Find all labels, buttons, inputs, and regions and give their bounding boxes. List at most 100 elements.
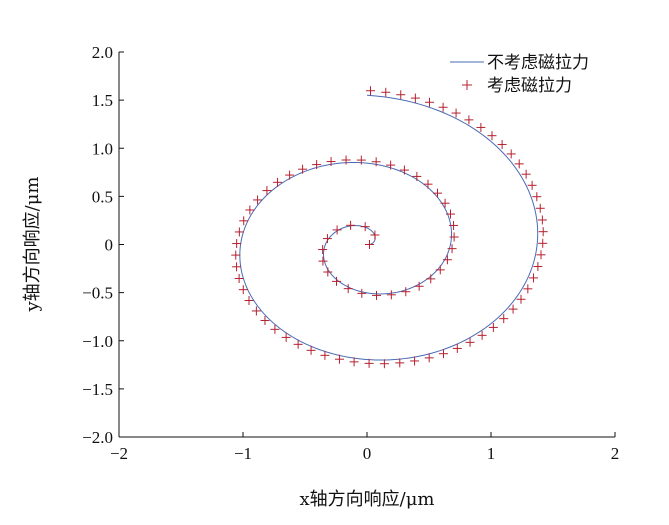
data-point-marker [414,281,424,291]
data-point-marker [298,164,308,174]
y-axis-label: y轴方向响应/μm [22,177,43,313]
data-point-marker [536,250,546,260]
data-point-marker [445,209,455,219]
data-point-marker [245,205,255,215]
data-point-marker [477,330,487,340]
legend: 不考虑磁拉力 考虑磁拉力 [450,53,589,96]
series-line-without-magnetic-pull [239,94,539,361]
data-point-marker [449,220,459,230]
data-point-marker [537,215,547,225]
data-point-marker [260,315,270,325]
data-point-marker [281,332,291,342]
plot-area [231,86,548,369]
data-point-marker [506,149,516,159]
data-point-marker [528,273,538,283]
data-point-marker [523,284,533,294]
data-point-marker [234,227,244,237]
data-point-marker [386,160,396,170]
data-point-marker [488,322,498,332]
data-point-marker [332,225,342,235]
data-point-marker [386,290,396,300]
data-point-marker [432,188,442,198]
x-axis-label: x轴方向响应/μm [300,489,435,510]
data-point-marker [238,285,248,295]
x-tick-label: −2 [110,444,128,463]
y-tick-label: −0.5 [82,284,113,303]
data-point-marker [423,179,433,189]
data-point-marker [476,122,486,132]
data-point-marker [253,195,263,205]
y-tick-label: 1.5 [92,91,113,110]
data-point-marker [318,245,328,255]
data-point-marker [231,250,241,260]
y-tick-label: 0.5 [92,187,113,206]
data-point-marker [262,186,272,196]
data-point-marker [538,238,548,248]
data-point-marker [332,276,342,286]
data-point-marker [334,354,344,364]
data-point-marker [356,155,366,165]
y-tick-label: −1.0 [82,332,113,351]
data-point-marker [234,273,244,283]
x-ticks: −2 −1 0 1 2 [110,432,619,463]
data-point-marker [521,169,531,179]
data-point-marker [426,274,436,284]
data-point-marker [412,171,422,181]
legend-label-marker-series: 考虑磁拉力 [487,76,572,96]
legend-label-line-series: 不考虑磁拉力 [487,53,589,73]
data-point-marker [410,356,420,366]
data-point-marker [341,155,351,165]
data-point-marker [346,220,356,230]
data-point-marker [293,339,303,349]
data-point-marker [349,357,359,367]
data-point-marker [435,265,445,275]
data-point-marker [323,267,333,277]
data-point-marker [371,157,381,167]
data-point-marker [425,97,434,107]
data-point-marker [379,359,389,369]
data-point-marker [499,314,509,324]
data-point-marker [273,177,283,187]
data-point-marker [244,296,254,306]
x-tick-label: 0 [363,444,372,463]
data-point-marker [451,108,461,118]
data-point-marker [364,240,374,249]
data-point-marker [410,93,420,103]
data-point-marker [442,255,452,265]
y-tick-label: 1.0 [92,139,113,158]
data-point-marker [381,87,391,97]
data-point-marker [438,102,448,112]
data-point-marker [251,306,261,316]
data-point-marker [514,159,524,169]
data-point-marker [487,131,497,141]
x-tick-label: 2 [611,444,620,463]
legend-marker-swatch [462,80,472,90]
data-point-marker [357,288,367,298]
data-point-marker [320,350,330,360]
data-point-marker [438,349,448,359]
data-point-marker [312,160,322,170]
data-point-marker [366,86,375,96]
data-point-marker [424,353,434,363]
x-tick-label: −1 [234,444,252,463]
data-point-marker [447,244,457,254]
data-point-marker [535,203,545,213]
data-point-marker [364,358,374,368]
data-point-marker [465,337,475,347]
data-point-marker [270,324,280,334]
data-point-marker [395,358,405,368]
x-tick-label: 1 [487,444,496,463]
data-point-marker [306,345,316,355]
y-tick-label: 0 [105,236,114,255]
data-point-marker [399,165,409,175]
y-tick-label: −1.5 [82,380,113,399]
data-point-marker [360,222,370,232]
data-point-marker [232,239,242,249]
y-tick-label: 2.0 [92,43,113,62]
data-point-marker [464,115,474,125]
y-ticks: −2.0 −1.5 −1.0 −0.5 0 0.5 1.0 1.5 2.0 [82,43,124,447]
data-point-marker [396,90,406,100]
data-point-marker [285,170,295,180]
data-point-marker [440,198,450,208]
